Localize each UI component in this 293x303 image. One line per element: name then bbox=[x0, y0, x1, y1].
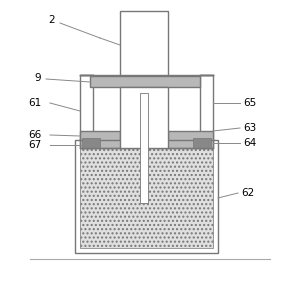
Text: 61: 61 bbox=[28, 98, 42, 108]
Bar bbox=[80, 131, 120, 140]
Bar bbox=[193, 138, 211, 148]
Bar bbox=[75, 140, 218, 253]
Text: 65: 65 bbox=[243, 98, 257, 108]
Bar bbox=[80, 145, 213, 248]
Text: 67: 67 bbox=[28, 140, 42, 150]
Bar bbox=[120, 11, 168, 75]
Bar bbox=[82, 138, 100, 148]
Bar bbox=[80, 138, 213, 148]
Bar bbox=[120, 87, 168, 148]
Bar bbox=[168, 131, 213, 140]
Bar bbox=[140, 93, 148, 203]
Text: 9: 9 bbox=[35, 73, 41, 83]
Bar bbox=[200, 75, 213, 148]
Text: 64: 64 bbox=[243, 138, 257, 148]
Text: 66: 66 bbox=[28, 130, 42, 140]
Text: 62: 62 bbox=[241, 188, 255, 198]
Bar bbox=[80, 75, 93, 148]
Bar bbox=[90, 76, 200, 87]
Text: 2: 2 bbox=[49, 15, 55, 25]
Text: 63: 63 bbox=[243, 123, 257, 133]
